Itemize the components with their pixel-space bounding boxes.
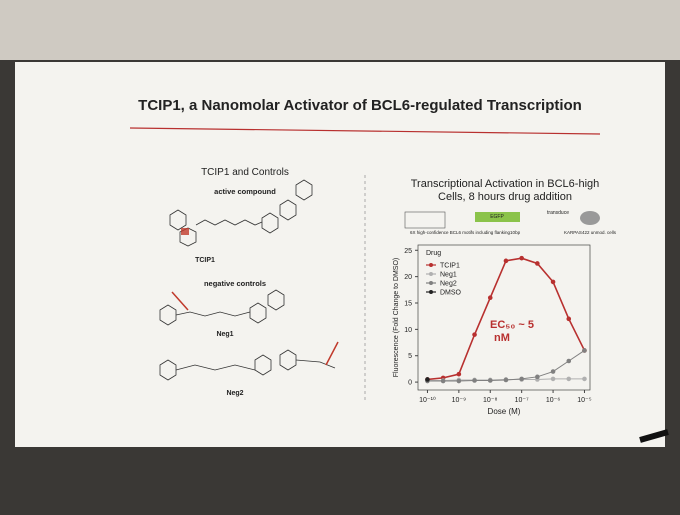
data-point [535, 261, 540, 266]
legend-label: TCIP1 [440, 263, 460, 270]
tcip1-label: TCIP1 [195, 257, 215, 264]
negative-label: negative controls [204, 279, 266, 288]
x-tick-label: 10⁻⁷ [515, 397, 529, 404]
slide [15, 62, 665, 447]
highlight [181, 228, 189, 235]
legend-label: Neg2 [440, 281, 457, 288]
data-point [487, 378, 493, 383]
data-point [456, 378, 462, 384]
data-point [582, 348, 587, 353]
construct-transduce: transduce [547, 210, 569, 216]
x-axis-label: Dose (M) [488, 407, 521, 416]
legend-marker [429, 272, 433, 276]
chart-title: Transcriptional Activation in BCL6-high C… [411, 178, 600, 203]
y-tick-label: 25 [404, 248, 412, 255]
construct-cells: KARPAS422 unmod. cells [564, 230, 617, 235]
x-tick-label: 10⁻⁹ [452, 397, 466, 404]
y-axis-label: Fluorescence (Fold Change to DMSO) [393, 258, 400, 377]
construct-motifs: 6X high-confidence BCL6 motifs including… [410, 230, 521, 235]
x-tick-label: 10⁻¹⁰ [419, 396, 436, 404]
data-point [566, 376, 572, 382]
data-point [566, 358, 572, 364]
data-point [550, 279, 556, 285]
legend-title: Drug [426, 250, 441, 257]
y-tick-label: 15 [404, 301, 412, 308]
cell-icon [580, 211, 600, 225]
active-label: active compound [214, 187, 276, 196]
arrow [325, 341, 339, 366]
data-point [472, 378, 477, 383]
neg2-label: Neg2 [226, 390, 243, 397]
data-point [456, 371, 462, 377]
plot-frame [417, 244, 591, 391]
neg1-label: Neg1 [216, 331, 233, 338]
y-tick-label: 20 [404, 274, 412, 281]
data-point [535, 374, 540, 380]
data-point [425, 377, 430, 382]
data-point [582, 376, 587, 382]
x-tick-label: 10⁻⁸ [483, 397, 497, 404]
wall [0, 0, 680, 60]
structures [159, 179, 336, 381]
data-point [519, 255, 524, 261]
legend-label: DMSO [440, 290, 462, 297]
y-tick-label: 10 [404, 327, 412, 334]
data-point [503, 258, 509, 264]
legend-marker [429, 281, 433, 285]
legend-marker [429, 263, 433, 267]
construct-gene: EGFP [490, 214, 504, 220]
legend-marker [429, 290, 433, 294]
annotation: nM [494, 332, 510, 344]
x-tick-label: 10⁻⁶ [546, 397, 560, 404]
data-point [550, 376, 556, 382]
egfp-box [475, 212, 520, 222]
x-tick-label: 10⁻⁵ [577, 397, 591, 404]
data-point [566, 316, 572, 322]
data-point [440, 378, 446, 384]
annotation: EC₅₀ ~ 5 [490, 319, 534, 331]
slide-title: TCIP1, a Nanomolar Activator of BCL6-reg… [138, 97, 582, 114]
microphone [639, 429, 669, 443]
title-rule [129, 127, 601, 135]
data-point [472, 332, 477, 337]
left-heading: TCIP1 and Controls [201, 167, 289, 178]
arrow [171, 291, 189, 311]
data-point [550, 369, 556, 374]
data-point [487, 295, 493, 301]
y-tick-label: 5 [408, 353, 412, 360]
legend-label: Neg1 [440, 272, 457, 279]
y-tick-label: 0 [408, 380, 412, 387]
construct-box [404, 211, 446, 229]
data-point [503, 377, 509, 383]
data-point [519, 376, 524, 382]
